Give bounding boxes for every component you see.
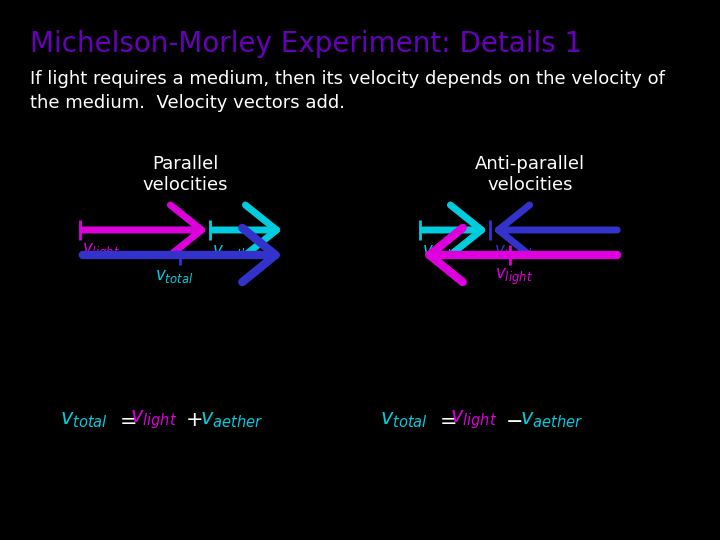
Text: $v_{total}$: $v_{total}$ bbox=[60, 410, 108, 430]
Text: $v_{total}$: $v_{total}$ bbox=[155, 267, 194, 285]
Text: Anti-parallel
velocities: Anti-parallel velocities bbox=[475, 155, 585, 194]
Text: $v_{total}$: $v_{total}$ bbox=[380, 410, 428, 430]
Text: $=$: $=$ bbox=[435, 410, 456, 430]
Text: If light requires a medium, then its velocity depends on the velocity of
the med: If light requires a medium, then its vel… bbox=[30, 70, 665, 112]
Text: $v_{aether}$: $v_{aether}$ bbox=[200, 410, 263, 430]
Text: $+$: $+$ bbox=[185, 410, 202, 430]
Text: $v_{light}$: $v_{light}$ bbox=[450, 409, 498, 431]
Text: $v_{light}$: $v_{light}$ bbox=[82, 242, 120, 262]
Text: Parallel
velocities: Parallel velocities bbox=[143, 155, 228, 194]
Text: $=$: $=$ bbox=[115, 410, 137, 430]
Text: $-$: $-$ bbox=[505, 410, 522, 430]
Text: $v_{total}$: $v_{total}$ bbox=[494, 242, 532, 260]
Text: $v_{light}$: $v_{light}$ bbox=[130, 409, 177, 431]
Text: $v_{aether}$: $v_{aether}$ bbox=[520, 410, 583, 430]
Text: $v_{aether}$: $v_{aether}$ bbox=[422, 242, 472, 260]
Text: Michelson-Morley Experiment: Details 1: Michelson-Morley Experiment: Details 1 bbox=[30, 30, 582, 58]
Text: $v_{light}$: $v_{light}$ bbox=[495, 267, 533, 287]
Text: $v_{aether}$: $v_{aether}$ bbox=[212, 242, 263, 260]
